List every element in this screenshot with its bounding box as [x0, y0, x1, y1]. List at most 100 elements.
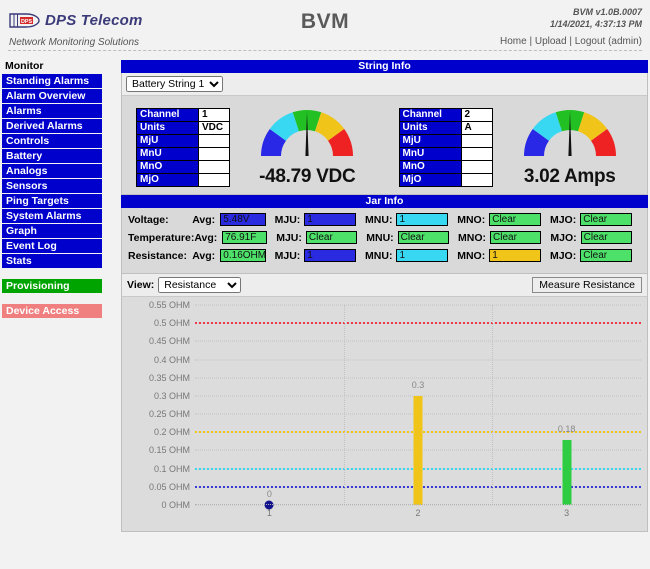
sidebar-item-graph[interactable]: Graph [2, 224, 102, 238]
sidebar-item-standing-alarms[interactable]: Standing Alarms [2, 74, 102, 88]
sidebar-spacer-2 [2, 294, 102, 304]
jar-cell-key: MNU: [366, 231, 394, 244]
jar-cell-value: 1 [396, 213, 449, 226]
channel-field-value: A [460, 120, 493, 135]
jar-row-temperature: Temperature: Avg: 76.91F MJU: Clear MNU: Clear… [128, 231, 641, 244]
chart-y-tick-label: 0.15 OHM [148, 445, 190, 456]
jar-row-label: Voltage: [128, 213, 169, 226]
jar-cell-key: MJU: [274, 213, 301, 226]
sidebar-item-provisioning[interactable]: Provisioning [2, 279, 102, 293]
channel-field-value [460, 133, 493, 148]
page-title: BVM [300, 10, 350, 33]
jar-cell-value: Clear [580, 213, 632, 226]
sidebar-item-system-alarms[interactable]: System Alarms [2, 209, 102, 223]
sidebar-item-battery[interactable]: Battery [2, 149, 102, 163]
channel-field-label: Units [136, 120, 199, 135]
version-string: BVM v1.0B.0007 [572, 7, 642, 17]
chart-gridline [195, 304, 641, 306]
nav-link-upload[interactable]: Upload [534, 36, 567, 47]
chart-vertical-gridline [343, 305, 345, 505]
channel-field-value [198, 146, 230, 161]
nav-link-logout[interactable]: Logout (admin) [574, 36, 642, 47]
table-row: MjO [136, 172, 230, 187]
svg-text:DPS: DPS [21, 19, 32, 25]
sidebar-item-sensors[interactable]: Sensors [2, 179, 102, 193]
chart-x-tick-label: 3 [564, 508, 570, 518]
gauge-1: -48.79 VDC [230, 106, 385, 188]
jar-cell-key: MJU: [274, 249, 301, 262]
chart-y-tick-label: 0.35 OHM [148, 372, 190, 383]
channel-field-label: MnU [136, 146, 199, 161]
measure-resistance-button[interactable]: Measure Resistance [532, 277, 642, 293]
main-content: String Info Battery String 1 Channel 1 Uni… [121, 60, 648, 532]
jar-cell-key: MNO: [457, 213, 486, 226]
table-row: Units A [398, 120, 493, 135]
jar-row-label: Temperature: [128, 231, 195, 244]
chart-plot-area: 0.55 OHM 0.5 OHM 0.45 OHM 0.4 OHM 0.35 OHM 0.… [149, 300, 641, 518]
table-row: MnU [136, 146, 230, 161]
channel-field-value: VDC [198, 120, 230, 135]
channel-field-label: MjU [398, 133, 462, 148]
chart-y-tick-label: 0 OHM [161, 500, 190, 510]
chart-y-tick-label: 0.3 OHM [153, 390, 190, 401]
jar-cell-value: 1 [396, 249, 449, 262]
sidebar-item-analogs[interactable]: Analogs [2, 164, 102, 178]
jar-cell-value: Clear [397, 231, 450, 244]
channel-field-label: MnU [398, 146, 462, 161]
view-select[interactable]: ResistanceVoltageTemperature [158, 277, 242, 293]
jar-cell-key: MNO: [457, 249, 486, 262]
chart-y-tick-label: 0.25 OHM [148, 409, 190, 420]
table-row: MnU [398, 146, 493, 161]
sidebar-item-ping-targets[interactable]: Ping Targets [2, 194, 102, 208]
nav-link-home[interactable]: Home [500, 36, 527, 47]
chart-point-label: 0.3 [411, 379, 425, 390]
header-divider [8, 50, 642, 51]
sidebar-item-device-access[interactable]: Device Access [2, 304, 102, 318]
battery-string-select[interactable]: Battery String 1 [126, 76, 223, 92]
jar-cell-key: Avg: [192, 213, 216, 226]
channel-field-label: Units [398, 120, 462, 135]
chart-gridline [195, 377, 641, 379]
chart-vertical-gridline [492, 305, 494, 505]
jar-cell-value: 76.91F [222, 231, 268, 244]
brand-tagline: Network Monitoring Solutions [9, 37, 140, 48]
view-toolbar: View: ResistanceVoltageTemperature Measu… [121, 274, 648, 297]
chart-point-label: 0.18 [557, 423, 576, 434]
jar-cell-value: Clear [580, 249, 632, 262]
brand-name: DPS Telecom [45, 12, 143, 29]
chart-gridline [195, 359, 641, 361]
jar-cell-key: MNO: [458, 231, 487, 244]
chart-x-axis [195, 504, 641, 505]
table-row: MjU [136, 133, 230, 148]
table-row: MnO [398, 159, 493, 174]
chart-bar-2 [413, 395, 423, 505]
channel-gauges-row: Channel 1 Units VDC MjU MnU MnO MjO -48.79 VDC C… [122, 96, 647, 194]
sidebar-item-alarm-overview[interactable]: Alarm Overview [2, 89, 102, 103]
sidebar-item-alarms[interactable]: Alarms [2, 104, 102, 118]
gauge-dial-icon [493, 106, 648, 165]
dps-logo-icon: DPS [8, 12, 40, 29]
channel-field-label: Channel [398, 107, 462, 122]
jar-cell-value: 1 [489, 249, 541, 262]
channel-field-label: MnO [136, 159, 199, 174]
table-row: Channel 1 [136, 107, 230, 122]
string-select-bar: Battery String 1 [122, 73, 647, 96]
sidebar-item-event-log[interactable]: Event Log [2, 239, 102, 253]
jar-cell-key: MJO: [549, 213, 577, 226]
gauge-reading: 3.02 Amps [523, 166, 616, 187]
chart-x-tick-label: 1 [266, 508, 272, 518]
channel-block-2: Channel 2 Units A MjU MnU MnO MjO 3.02 Amps [385, 96, 648, 194]
jar-info-panel-title: Jar Info [121, 195, 648, 208]
sidebar-section-title: Monitor [5, 60, 44, 72]
chart-gridline [195, 504, 641, 506]
jar-cell-key: MNU: [365, 249, 393, 262]
nav-separator-2: | [569, 36, 572, 47]
sidebar-spacer-1 [2, 269, 102, 279]
sidebar-item-derived-alarms[interactable]: Derived Alarms [2, 119, 102, 133]
sidebar-item-controls[interactable]: Controls [2, 134, 102, 148]
channel-field-value [460, 146, 493, 161]
sidebar-item-stats[interactable]: Stats [2, 254, 102, 268]
gauge-reading: -48.79 VDC [259, 166, 356, 187]
device-datetime: 1/14/2021, 4:37:13 PM [549, 19, 642, 30]
channel-table-1: Channel 1 Units VDC MjU MnU MnO MjO [136, 107, 230, 187]
